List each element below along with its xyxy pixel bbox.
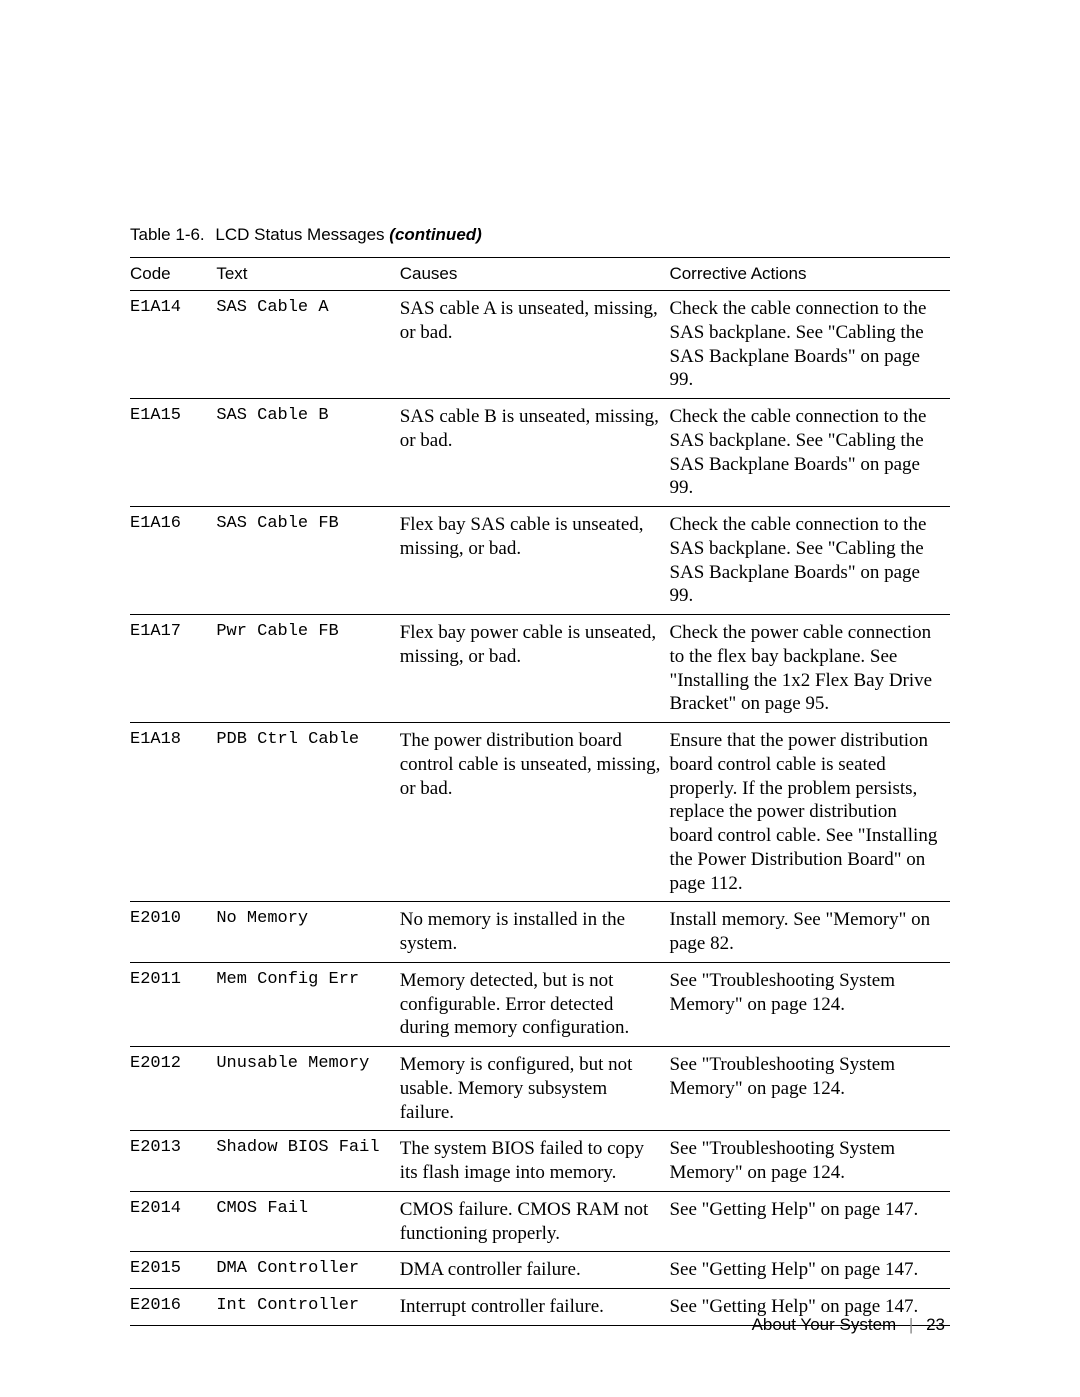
cell-action: Check the cable connection to the SAS ba… — [669, 507, 950, 615]
table-title: LCD Status Messages — [215, 225, 384, 244]
cell-action: See "Troubleshooting System Memory" on p… — [669, 1047, 950, 1131]
cell-text: No Memory — [216, 902, 399, 963]
table-body: E1A14 SAS Cable A SAS cable A is unseate… — [130, 291, 950, 1326]
table-row: E1A18 PDB Ctrl Cable The power distribut… — [130, 723, 950, 902]
cell-text: PDB Ctrl Cable — [216, 723, 399, 902]
cell-text: SAS Cable B — [216, 399, 399, 507]
table-row: E2014 CMOS Fail CMOS failure. CMOS RAM n… — [130, 1191, 950, 1252]
cell-cause: SAS cable A is unseated, missing, or bad… — [400, 291, 670, 399]
cell-text: SAS Cable A — [216, 291, 399, 399]
cell-action: Check the power cable connection to the … — [669, 615, 950, 723]
table-caption: Table 1-6. LCD Status Messages (continue… — [130, 225, 950, 245]
cell-code: E1A15 — [130, 399, 216, 507]
cell-cause: No memory is installed in the system. — [400, 902, 670, 963]
cell-code: E2014 — [130, 1191, 216, 1252]
cell-cause: SAS cable B is unseated, missing, or bad… — [400, 399, 670, 507]
col-header-text: Text — [216, 258, 399, 291]
cell-code: E1A14 — [130, 291, 216, 399]
table-row: E2011 Mem Config Err Memory detected, bu… — [130, 962, 950, 1046]
table-row: E2010 No Memory No memory is installed i… — [130, 902, 950, 963]
cell-action: Install memory. See "Memory" on page 82. — [669, 902, 950, 963]
cell-cause: Memory is configured, but not usable. Me… — [400, 1047, 670, 1131]
table-row: E1A16 SAS Cable FB Flex bay SAS cable is… — [130, 507, 950, 615]
cell-text: Pwr Cable FB — [216, 615, 399, 723]
cell-code: E2010 — [130, 902, 216, 963]
table-row: E2013 Shadow BIOS Fail The system BIOS f… — [130, 1131, 950, 1192]
cell-code: E2012 — [130, 1047, 216, 1131]
cell-action: See "Getting Help" on page 147. — [669, 1191, 950, 1252]
col-header-causes: Causes — [400, 258, 670, 291]
cell-text: Shadow BIOS Fail — [216, 1131, 399, 1192]
cell-action: Check the cable connection to the SAS ba… — [669, 291, 950, 399]
col-header-actions: Corrective Actions — [669, 258, 950, 291]
footer-page-number: 23 — [926, 1315, 945, 1334]
table-row: E1A14 SAS Cable A SAS cable A is unseate… — [130, 291, 950, 399]
footer-section: About Your System — [752, 1315, 897, 1334]
cell-cause: Flex bay SAS cable is unseated, missing,… — [400, 507, 670, 615]
table-row: E1A17 Pwr Cable FB Flex bay power cable … — [130, 615, 950, 723]
cell-text: SAS Cable FB — [216, 507, 399, 615]
cell-code: E2015 — [130, 1252, 216, 1289]
table-header-row: Code Text Causes Corrective Actions — [130, 258, 950, 291]
cell-action: See "Troubleshooting System Memory" on p… — [669, 1131, 950, 1192]
cell-text: Int Controller — [216, 1289, 399, 1326]
table-label: Table 1-6. — [130, 225, 205, 244]
cell-cause: The system BIOS failed to copy its flash… — [400, 1131, 670, 1192]
page-footer: About Your System | 23 — [752, 1315, 945, 1335]
table-row: E2015 DMA Controller DMA controller fail… — [130, 1252, 950, 1289]
cell-action: See "Getting Help" on page 147. — [669, 1252, 950, 1289]
cell-code: E2016 — [130, 1289, 216, 1326]
cell-text: Unusable Memory — [216, 1047, 399, 1131]
cell-code: E1A18 — [130, 723, 216, 902]
cell-cause: Interrupt controller failure. — [400, 1289, 670, 1326]
cell-text: CMOS Fail — [216, 1191, 399, 1252]
cell-code: E2013 — [130, 1131, 216, 1192]
document-page: Table 1-6. LCD Status Messages (continue… — [0, 0, 1080, 1397]
cell-action: Check the cable connection to the SAS ba… — [669, 399, 950, 507]
cell-cause: Memory detected, but is not configurable… — [400, 962, 670, 1046]
cell-code: E1A17 — [130, 615, 216, 723]
cell-action: Ensure that the power distribution board… — [669, 723, 950, 902]
cell-cause: CMOS failure. CMOS RAM not functioning p… — [400, 1191, 670, 1252]
cell-action: See "Troubleshooting System Memory" on p… — [669, 962, 950, 1046]
cell-code: E1A16 — [130, 507, 216, 615]
table-row: E2012 Unusable Memory Memory is configur… — [130, 1047, 950, 1131]
col-header-code: Code — [130, 258, 216, 291]
cell-code: E2011 — [130, 962, 216, 1046]
table-continued: (continued) — [389, 225, 482, 244]
cell-cause: The power distribution board control cab… — [400, 723, 670, 902]
status-messages-table: Code Text Causes Corrective Actions E1A1… — [130, 257, 950, 1326]
table-row: E1A15 SAS Cable B SAS cable B is unseate… — [130, 399, 950, 507]
cell-text: Mem Config Err — [216, 962, 399, 1046]
footer-separator: | — [909, 1315, 913, 1334]
cell-cause: Flex bay power cable is unseated, missin… — [400, 615, 670, 723]
cell-cause: DMA controller failure. — [400, 1252, 670, 1289]
cell-text: DMA Controller — [216, 1252, 399, 1289]
